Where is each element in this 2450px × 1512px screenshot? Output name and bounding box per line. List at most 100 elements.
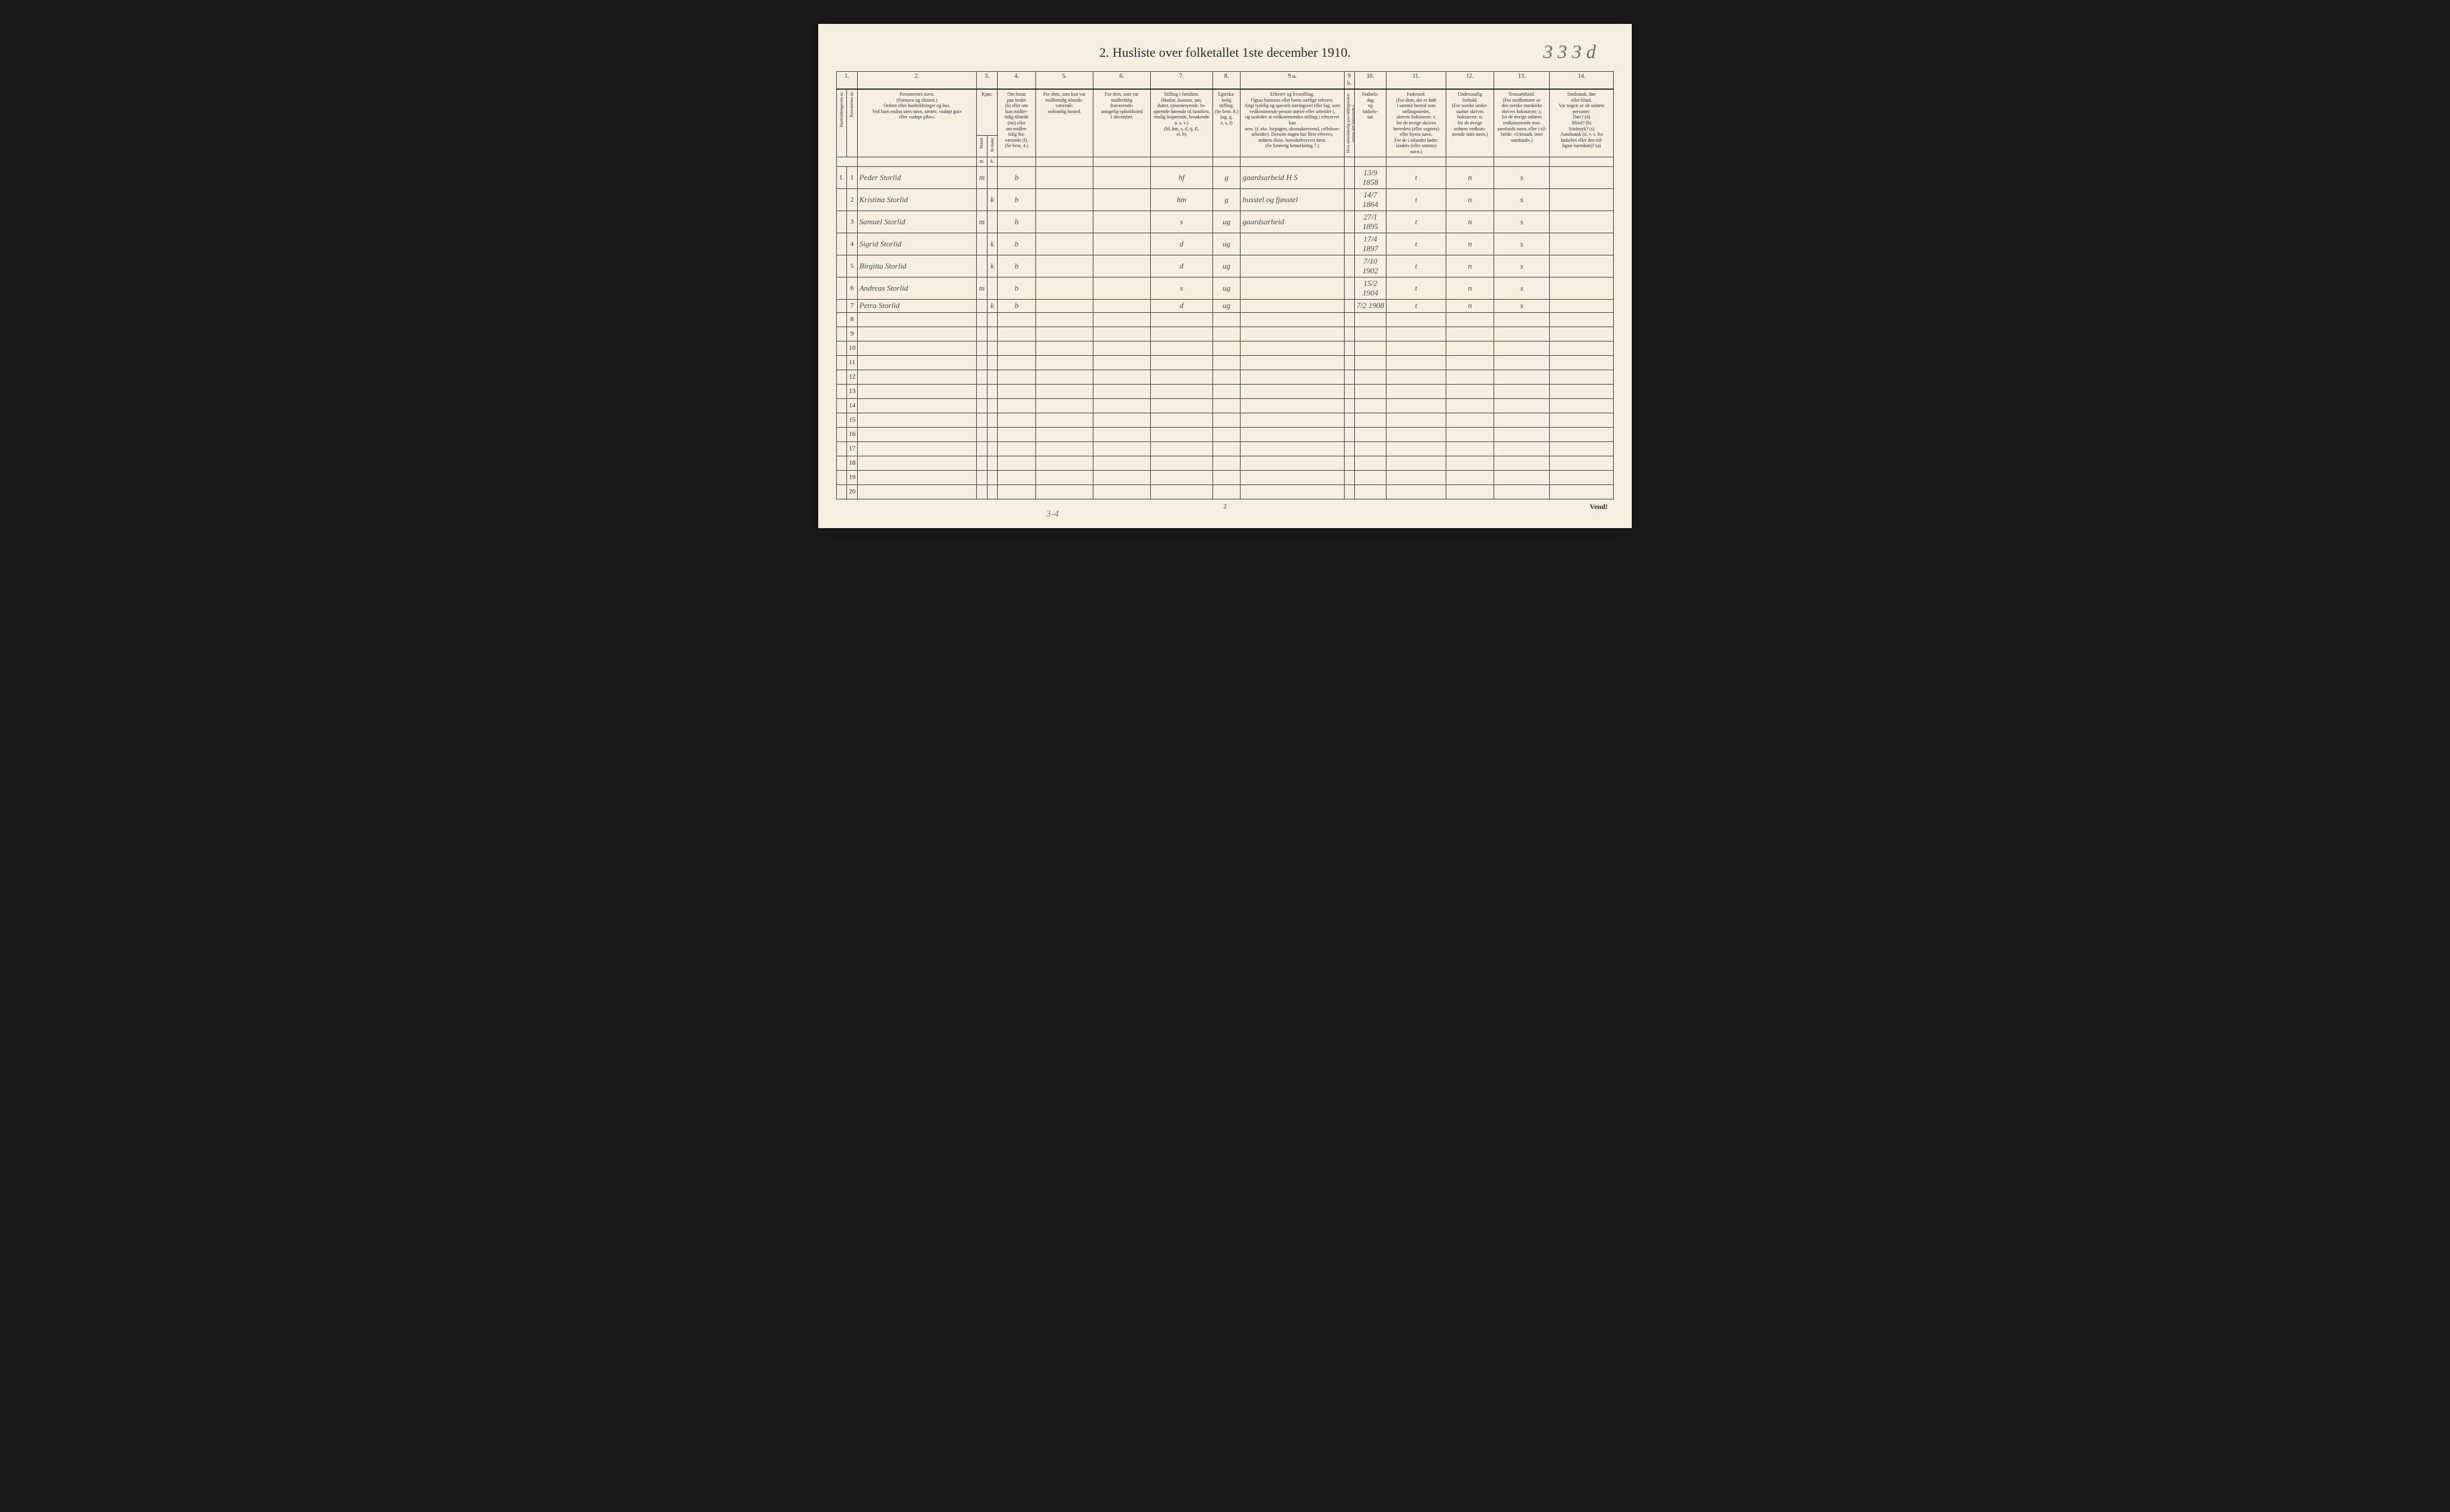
cell [998, 341, 1036, 355]
cell [1354, 470, 1386, 484]
cell: s [1494, 211, 1550, 233]
cell [1550, 233, 1614, 255]
table-row: 4Sigrid Storlidkbdug17/4 1897tns [837, 233, 1614, 255]
colnum-13: 13. [1494, 72, 1550, 90]
cell [1212, 427, 1241, 441]
cell: b [998, 233, 1036, 255]
table-row: 12 [837, 370, 1614, 384]
cell [1354, 441, 1386, 456]
cell: n [1446, 299, 1494, 312]
cell [1093, 211, 1150, 233]
colnum-14: 14. [1550, 72, 1614, 90]
colnum-4: 4. [998, 72, 1036, 90]
cell [1093, 456, 1150, 470]
cell [857, 384, 977, 398]
cell: Kristina Storlid [857, 188, 977, 211]
cell [857, 341, 977, 355]
cell [1344, 327, 1354, 341]
cell: s [1494, 255, 1550, 277]
table-row: 2Kristina Storlidkbhmghusstel og fjøsste… [837, 188, 1614, 211]
cell [1386, 484, 1446, 499]
cell [1550, 484, 1614, 499]
cell: 14 [847, 398, 857, 413]
cell [1354, 327, 1386, 341]
cell [837, 484, 847, 499]
cell [1354, 355, 1386, 370]
cell: 17/4 1897 [1354, 233, 1386, 255]
cell [1354, 456, 1386, 470]
cell [1241, 277, 1344, 299]
table-row: 9 [837, 327, 1614, 341]
table-row: 13 [837, 384, 1614, 398]
cell [1093, 441, 1150, 456]
cell: 8 [847, 312, 857, 327]
cell [837, 427, 847, 441]
cell [977, 484, 987, 499]
cell [1150, 355, 1212, 370]
cell [977, 233, 987, 255]
header-erhverv: Erhverv og livsstilling. Ogsaa husmors e… [1241, 89, 1344, 157]
cell [1550, 299, 1614, 312]
cell [1093, 166, 1150, 188]
cell [1344, 370, 1354, 384]
cell [1550, 355, 1614, 370]
cell: 14/7 1864 [1354, 188, 1386, 211]
bottom-handwritten-note: 3-4 [1046, 509, 1059, 520]
cell [857, 355, 977, 370]
cell [977, 441, 987, 456]
cell [1035, 255, 1093, 277]
table-row: 10 [837, 341, 1614, 355]
cell [1446, 341, 1494, 355]
cell [1150, 470, 1212, 484]
colnum-9a: 9 a. [1241, 72, 1344, 90]
cell: k [987, 255, 997, 277]
cell: Peder Storlid [857, 166, 977, 188]
cell [1446, 441, 1494, 456]
cell [1550, 398, 1614, 413]
cell [1212, 370, 1241, 384]
cell [1212, 341, 1241, 355]
cell: Petra Storlid [857, 299, 977, 312]
cell [1241, 355, 1344, 370]
cell: 10 [847, 341, 857, 355]
cell [1093, 355, 1150, 370]
cell [987, 277, 997, 299]
table-row: 3Samuel Storlidmbsuggaardsarbeid27/1 189… [837, 211, 1614, 233]
document-page: 3 3 3 d 2. Husliste over folketallet 1st… [818, 24, 1632, 528]
cell [998, 355, 1036, 370]
cell: gaardsarbeid H S [1241, 166, 1344, 188]
cell [837, 441, 847, 456]
cell: 13/9 1858 [1354, 166, 1386, 188]
cell [1446, 327, 1494, 341]
cell: t [1386, 299, 1446, 312]
header-hh: Husholdningernes nr. [837, 89, 847, 157]
cell [1386, 327, 1446, 341]
cell [1344, 299, 1354, 312]
cell [1150, 398, 1212, 413]
cell: 4 [847, 233, 857, 255]
cell [837, 299, 847, 312]
cell [1354, 370, 1386, 384]
cell [987, 211, 997, 233]
cell [977, 413, 987, 427]
cell: t [1386, 166, 1446, 188]
cell [1241, 255, 1344, 277]
cell [1386, 427, 1446, 441]
header-fodested: Fødested. (For dem, der er født i samme … [1386, 89, 1446, 157]
cell [1550, 427, 1614, 441]
cell [1093, 188, 1150, 211]
header-mt: For dem, som kun var midlertidig tilsted… [1035, 89, 1093, 157]
cell [1386, 384, 1446, 398]
cell [1550, 441, 1614, 456]
cell [1550, 166, 1614, 188]
cell [1093, 255, 1150, 277]
cell: 13 [847, 384, 857, 398]
cell: Andreas Storlid [857, 277, 977, 299]
cell [1241, 341, 1344, 355]
table-body: 1.1Peder Storlidmbhfggaardsarbeid H S13/… [837, 166, 1614, 499]
cell: s [1494, 188, 1550, 211]
cell [837, 277, 847, 299]
header-arb: Hvis arbeidsledig paa tællingstiden sætt… [1344, 89, 1354, 157]
cell [977, 384, 987, 398]
cell [1093, 413, 1150, 427]
